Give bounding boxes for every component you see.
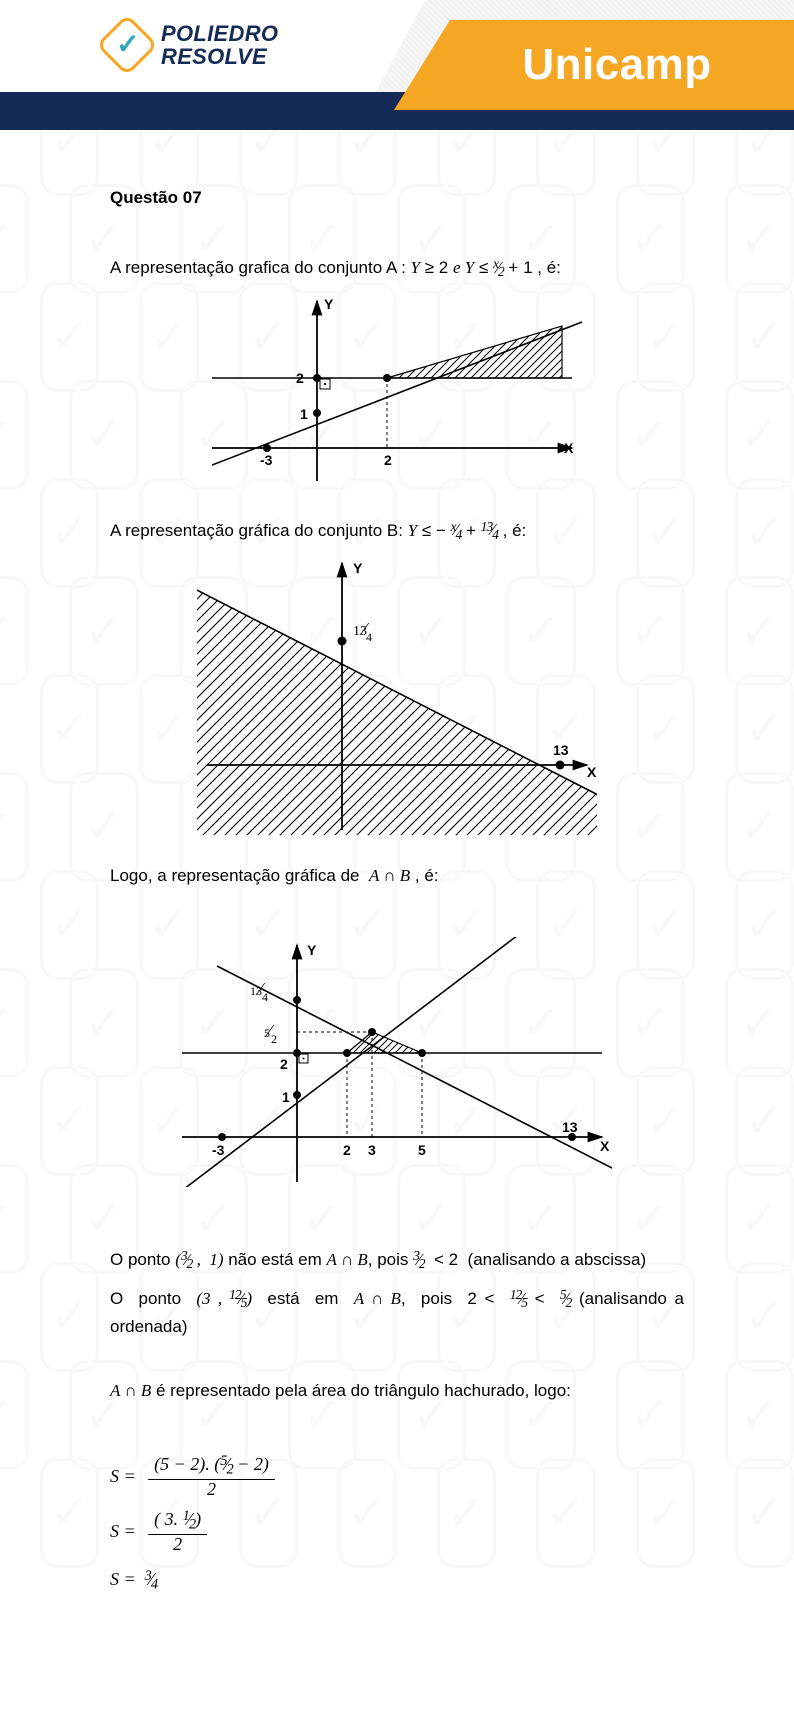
page-header: Unicamp ✓ POLIEDRO RESOLVE — [0, 0, 794, 130]
p2-suffix: , é: — [498, 520, 526, 539]
exam-name: Unicamp — [394, 20, 794, 110]
p2-prefix: A representação gráfica do conjunto B: — [110, 520, 408, 539]
svg-text:1: 1 — [282, 1089, 290, 1105]
svg-text:Y: Y — [353, 560, 363, 576]
brand-text: POLIEDRO RESOLVE — [161, 22, 278, 68]
svg-text:-3: -3 — [260, 452, 273, 468]
brand-logo: ✓ POLIEDRO RESOLVE — [105, 22, 278, 68]
svg-text:13: 13 — [562, 1119, 578, 1135]
check-icon: ✓ — [96, 14, 158, 76]
svg-text:3: 3 — [368, 1142, 376, 1158]
para-area: A ∩ B é representado pela área do triâng… — [110, 1378, 684, 1404]
graph-b: 13⁄4 13 X Y — [197, 555, 597, 835]
p1-suffix: , é: — [533, 258, 561, 277]
brand-line1: POLIEDRO — [161, 22, 278, 45]
svg-text:2: 2 — [296, 370, 304, 386]
svg-text:2: 2 — [384, 452, 392, 468]
svg-text:5: 5 — [418, 1142, 426, 1158]
exam-badge: Unicamp — [394, 20, 794, 110]
svg-text:X: X — [600, 1138, 610, 1154]
para-a: A representação grafica do conjunto A : … — [110, 253, 684, 282]
svg-text:13: 13 — [553, 742, 569, 758]
svg-text:-3: -3 — [212, 1142, 225, 1158]
content: Questão 07 A representação grafica do co… — [0, 130, 794, 1666]
graph-a: 2 1 -3 2 X Y — [212, 293, 582, 488]
svg-text:13⁄4: 13⁄4 — [250, 979, 268, 1004]
svg-text:1: 1 — [300, 406, 308, 422]
svg-text:2: 2 — [343, 1142, 351, 1158]
eq-2: S = ( 3. 1⁄2) 2 — [110, 1509, 684, 1554]
svg-text:X: X — [564, 440, 574, 456]
svg-text:Y: Y — [307, 942, 317, 958]
p1-prefix: A representação grafica do conjunto A : — [110, 258, 411, 277]
svg-text:13⁄4: 13⁄4 — [353, 619, 372, 644]
brand-line2: RESOLVE — [161, 45, 278, 68]
eq-3: S = 3⁄4 — [110, 1565, 684, 1596]
svg-text:X: X — [587, 764, 597, 780]
svg-text:5⁄2: 5⁄2 — [264, 1021, 277, 1046]
eq-1: S = (5 − 2). (5⁄2 − 2) 2 — [110, 1454, 684, 1499]
para-point1: O ponto (3⁄2 , 1) não está em A ∩ B, poi… — [110, 1245, 684, 1274]
para-b: A representação gráfica do conjunto B: Y… — [110, 516, 684, 545]
para-c: Logo, a representação gráfica de A ∩ B ,… — [110, 863, 684, 889]
para-point2: O ponto (3 , 12⁄5) está em A ∩ B, pois 2… — [110, 1284, 684, 1340]
svg-text:Y: Y — [324, 296, 334, 312]
graph-c: 13⁄4 5⁄2 2 1 -3 2 3 5 13 Y X — [182, 937, 612, 1187]
question-title: Questão 07 — [110, 185, 684, 211]
svg-text:2: 2 — [280, 1056, 288, 1072]
